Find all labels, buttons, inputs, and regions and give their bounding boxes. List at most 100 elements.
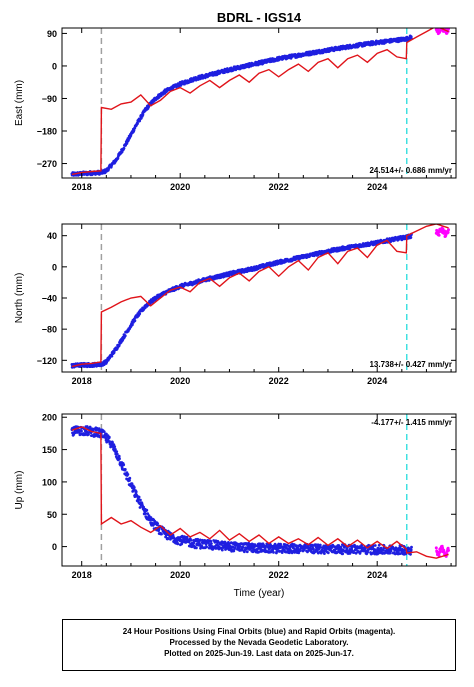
- final-orbit-point: [156, 522, 160, 525]
- final-orbit-point: [241, 545, 245, 549]
- y-tick-label: 150: [42, 445, 57, 455]
- final-orbit-point: [157, 528, 161, 531]
- final-orbit-point: [294, 544, 298, 548]
- final-orbit-point: [233, 546, 237, 550]
- final-orbit-point: [376, 552, 379, 556]
- y-axis-label: North (mm): [14, 273, 25, 324]
- final-orbit-point: [160, 532, 163, 536]
- final-orbit-point: [112, 443, 116, 446]
- x-axis-label: Time (year): [234, 588, 285, 599]
- y-tick-label: 40: [47, 231, 57, 241]
- final-orbit-point: [166, 537, 170, 541]
- final-orbit-point: [204, 543, 208, 546]
- final-orbit-point: [409, 548, 413, 552]
- final-orbit-point: [297, 551, 301, 555]
- model-fit-line: [71, 224, 449, 368]
- final-orbit-point: [399, 552, 402, 555]
- final-orbit-point: [80, 429, 83, 433]
- final-orbit-point: [299, 549, 302, 552]
- panel-1: 2018 2020 2022 2024 −120 −80 −40 0 40 North (mm) 1…: [14, 223, 457, 386]
- rapid-orbit-series: [434, 28, 450, 36]
- final-orbit-point: [196, 537, 200, 541]
- rapid-orbit-point: [447, 28, 450, 31]
- final-orbit-point: [114, 448, 117, 451]
- final-orbit-point: [262, 544, 266, 547]
- y-tick-label: −270: [37, 159, 57, 169]
- rapid-orbit-point: [447, 228, 450, 232]
- footer-line-1: 24 Hour Positions Using Final Orbits (bl…: [122, 627, 396, 636]
- final-orbit-point: [125, 142, 129, 145]
- final-orbit-point: [110, 354, 114, 358]
- final-orbit-point: [142, 505, 146, 509]
- final-orbit-point: [107, 435, 111, 439]
- final-orbit-point: [130, 482, 134, 485]
- final-orbit-point: [238, 545, 242, 548]
- final-orbit-point: [134, 490, 138, 494]
- panel-2: 2018 2020 2022 2024 0 50 100 150 200 Up (mm) -4.17…: [14, 413, 457, 580]
- x-tick-label: 2022: [269, 570, 289, 580]
- final-orbit-point: [352, 551, 356, 554]
- plot-frame: [61, 223, 457, 373]
- final-orbit-point: [126, 473, 130, 476]
- x-tick-label: 2024: [367, 182, 387, 192]
- final-orbit-series: [70, 34, 413, 177]
- final-orbit-point: [149, 516, 153, 519]
- plot-frame: [61, 27, 457, 179]
- final-orbit-point: [409, 236, 413, 239]
- final-orbit-point: [117, 454, 121, 458]
- x-tick-label: 2018: [72, 376, 92, 386]
- model-fit-line: [71, 426, 449, 559]
- x-tick-label: 2020: [170, 376, 190, 386]
- plot-frame: [61, 413, 457, 567]
- final-orbit-point: [138, 312, 142, 316]
- final-orbit-point: [132, 486, 136, 489]
- final-orbit-point: [306, 550, 309, 554]
- y-tick-label: 50: [47, 510, 57, 520]
- y-tick-label: −90: [42, 94, 57, 104]
- x-tick-label: 2018: [72, 570, 92, 580]
- y-tick-label: 0: [52, 542, 57, 552]
- final-orbit-point: [394, 552, 397, 556]
- final-orbit-point: [209, 539, 213, 543]
- rapid-orbit-point: [437, 233, 441, 237]
- y-tick-label: 0: [52, 262, 57, 272]
- final-orbit-point: [115, 450, 119, 453]
- final-orbit-point: [189, 538, 193, 542]
- panel-0: 2018 2020 2022 2024 −270 −180 −90 0 90 East (mm) 2…: [14, 27, 457, 192]
- footer-line-2: Processed by the Nevada Geodetic Laborat…: [169, 638, 349, 647]
- final-orbit-point: [122, 463, 126, 467]
- x-tick-label: 2024: [367, 376, 387, 386]
- footer-line-3: Plotted on 2025-Jun-19. Last data on 202…: [164, 649, 354, 658]
- final-orbit-point: [137, 495, 141, 499]
- plot-area: [70, 414, 450, 566]
- final-orbit-series: [70, 425, 413, 556]
- final-orbit-point: [146, 512, 150, 515]
- final-orbit-point: [141, 113, 145, 117]
- x-tick-label: 2022: [269, 182, 289, 192]
- x-tick-label: 2018: [72, 182, 92, 192]
- final-orbit-point: [373, 544, 377, 547]
- final-orbit-point: [263, 547, 267, 550]
- y-axis-label: Up (mm): [14, 471, 25, 510]
- final-orbit-point: [122, 146, 126, 150]
- final-orbit-point: [205, 545, 209, 549]
- final-orbit-point: [133, 319, 137, 323]
- final-orbit-point: [118, 457, 121, 461]
- final-orbit-point: [318, 543, 322, 547]
- x-tick-label: 2024: [367, 570, 387, 580]
- rate-label: 13.738+/- 0.427 mm/yr: [369, 360, 452, 369]
- model-fit-line: [71, 28, 449, 176]
- final-orbit-point: [389, 551, 392, 555]
- panels: 2018 2020 2022 2024 −270 −180 −90 0 90 East (mm) 2…: [14, 27, 457, 580]
- final-orbit-point: [102, 430, 106, 433]
- y-tick-label: −80: [42, 325, 57, 335]
- final-orbit-point: [128, 479, 131, 482]
- final-orbit-point: [333, 545, 337, 549]
- final-orbit-point: [136, 122, 139, 125]
- final-orbit-point: [210, 542, 213, 545]
- y-tick-label: 100: [42, 477, 57, 487]
- final-orbit-point: [279, 542, 282, 546]
- final-orbit-point: [131, 323, 134, 327]
- final-orbit-point: [323, 552, 326, 555]
- final-orbit-point: [326, 551, 330, 555]
